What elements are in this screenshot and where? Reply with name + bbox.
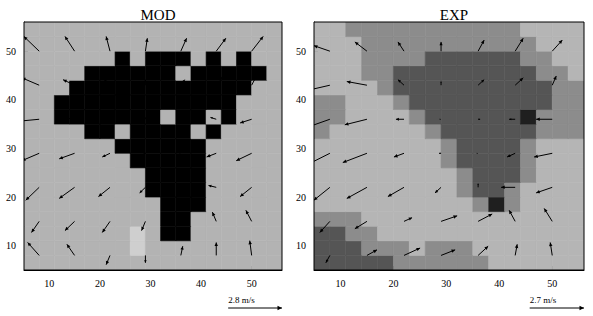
svg-text:EXP: EXP	[440, 7, 468, 23]
svg-text:50: 50	[547, 278, 557, 289]
svg-text:40: 40	[6, 94, 16, 105]
svg-text:10: 10	[335, 278, 345, 289]
svg-text:30: 30	[296, 143, 306, 154]
svg-text:30: 30	[6, 143, 16, 154]
svg-text:40: 40	[296, 94, 306, 105]
svg-text:50: 50	[296, 46, 306, 57]
svg-text:20: 20	[388, 278, 398, 289]
svg-text:20: 20	[296, 192, 306, 203]
svg-text:50: 50	[6, 46, 16, 57]
svg-text:2.8 m/s: 2.8 m/s	[228, 295, 255, 305]
svg-text:30: 30	[145, 278, 155, 289]
svg-text:2.7 m/s: 2.7 m/s	[530, 295, 557, 305]
svg-text:10: 10	[44, 278, 54, 289]
svg-text:MOD: MOD	[140, 7, 175, 23]
svg-text:50: 50	[247, 278, 257, 289]
svg-text:10: 10	[6, 240, 16, 251]
svg-text:40: 40	[494, 278, 504, 289]
svg-text:20: 20	[95, 278, 105, 289]
svg-text:40: 40	[196, 278, 206, 289]
svg-text:10: 10	[296, 240, 306, 251]
svg-text:20: 20	[6, 192, 16, 203]
svg-text:30: 30	[441, 278, 451, 289]
